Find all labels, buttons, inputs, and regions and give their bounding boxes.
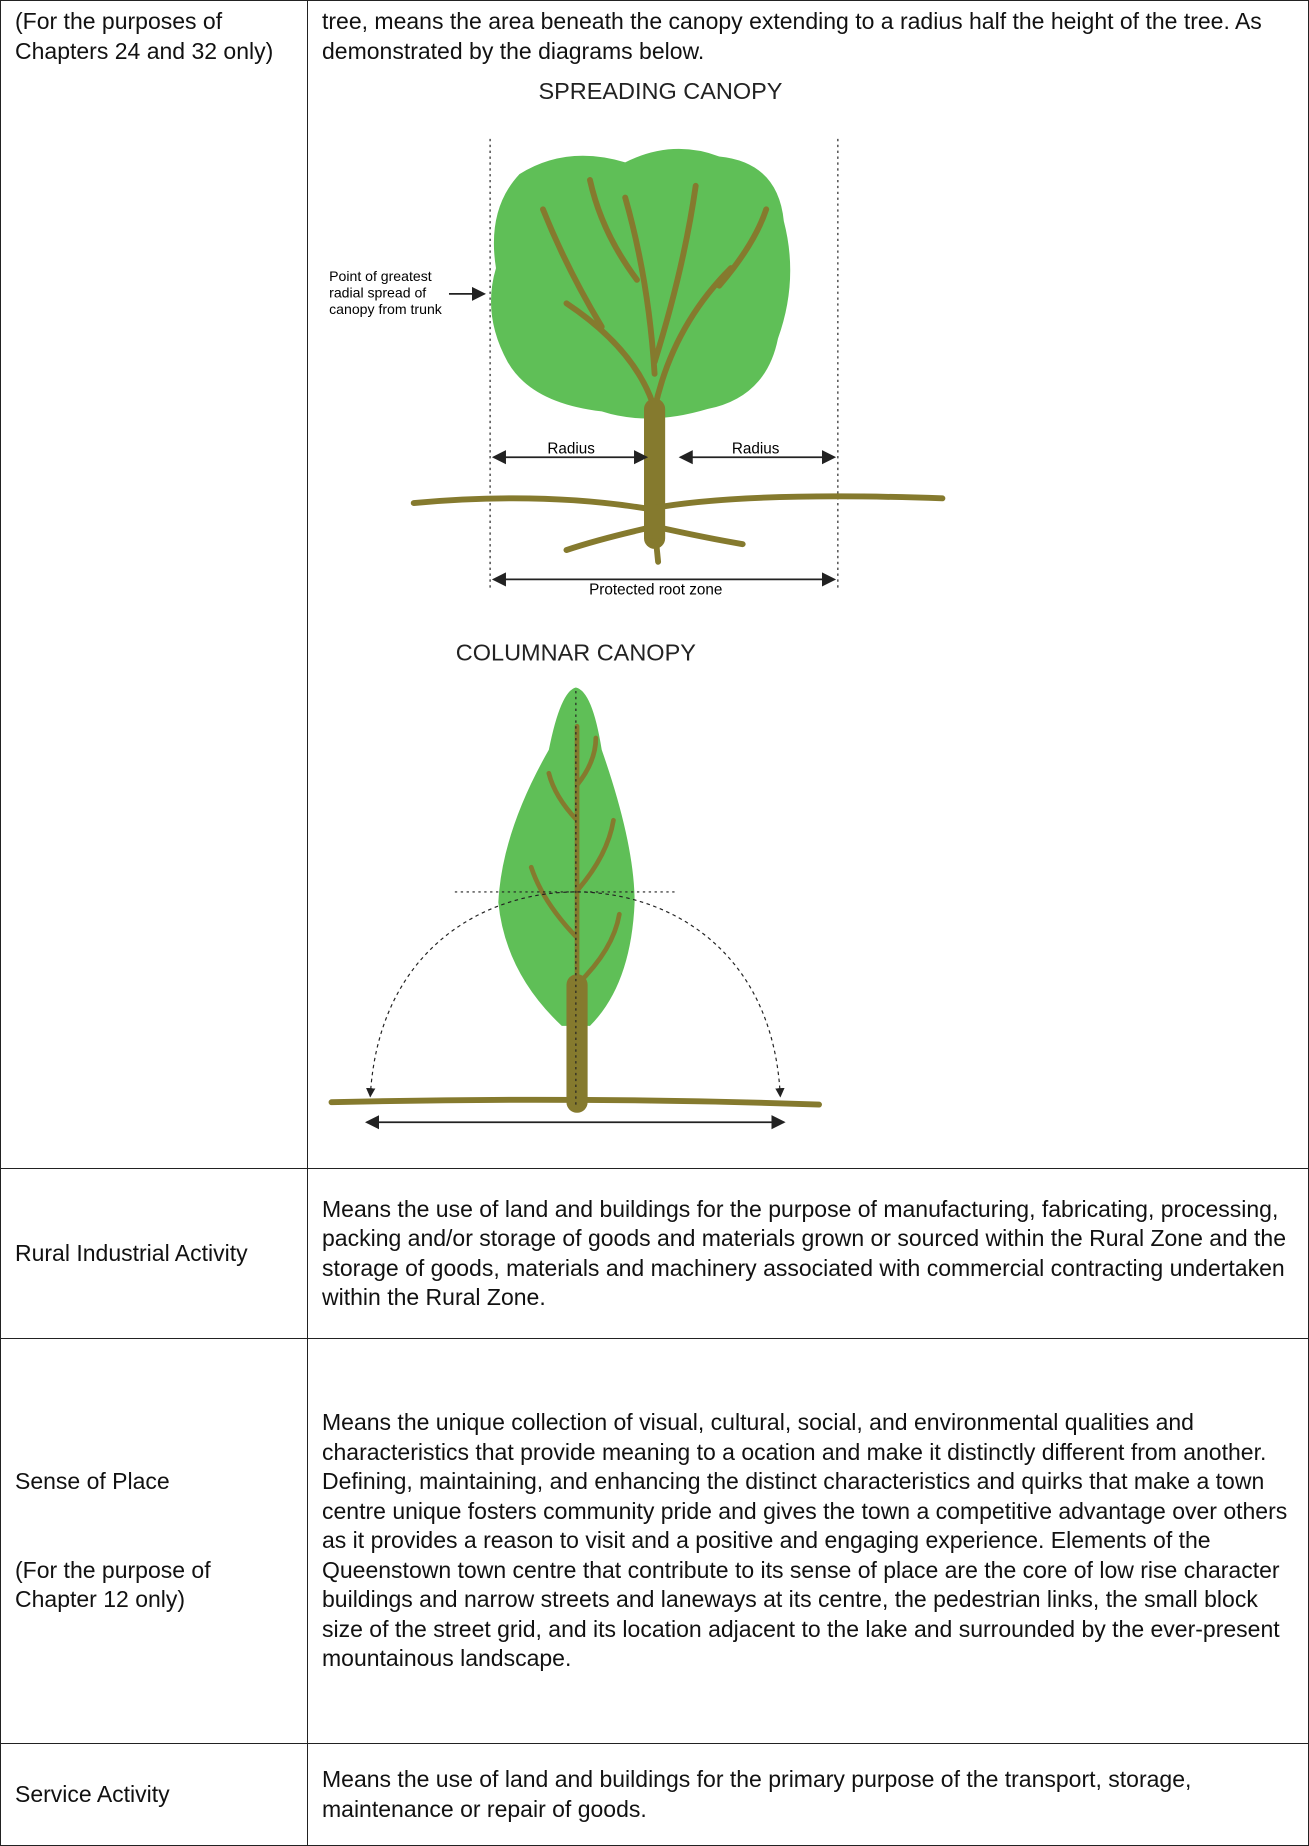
term-cell: (For the purposes of Chapters 24 and 32 … bbox=[0, 0, 308, 1169]
note: canopy from trunk bbox=[329, 301, 443, 317]
definition: Means the use of land and buildings for … bbox=[322, 1766, 1192, 1822]
definition-cell: Means the use of land and buildings for … bbox=[307, 1743, 1309, 1846]
label: Radius bbox=[547, 441, 595, 458]
note: Point of greatest bbox=[329, 268, 432, 284]
term: Rural Industrial Activity bbox=[15, 1239, 248, 1266]
term: Service Activity bbox=[15, 1780, 170, 1807]
label: Radius bbox=[732, 441, 780, 458]
row: Service Activity Means the use of land a… bbox=[0, 1743, 1309, 1846]
label: Protected root zone bbox=[589, 582, 722, 599]
definition-cell: Means the unique collection of visual, c… bbox=[307, 1338, 1309, 1744]
term-cell: Service Activity bbox=[0, 1743, 308, 1846]
diagram-title: SPREADING CANOPY bbox=[538, 78, 782, 104]
branches bbox=[410, 177, 946, 565]
row: Sense of Place (For the purpose of Chapte… bbox=[0, 1338, 1309, 1744]
row: (For the purposes of Chapters 24 and 32 … bbox=[0, 0, 1309, 1169]
diagram-title: COLUMNAR CANOPY bbox=[456, 639, 696, 665]
branches bbox=[328, 723, 822, 1113]
term-cell: Rural Industrial Activity bbox=[0, 1168, 308, 1339]
term-note: (For the purpose of Chapter 12 only) bbox=[15, 1556, 211, 1613]
term-cell: Sense of Place (For the purpose of Chapte… bbox=[0, 1338, 308, 1744]
definition: tree, means the area beneath the canopy … bbox=[322, 8, 1262, 64]
canopy-diagram: SPREADING CANOPY Radius Radius Protected… bbox=[328, 78, 946, 1130]
definition: Means the unique collection of visual, c… bbox=[322, 1409, 1288, 1672]
definition: Means the use of land and buildings for … bbox=[322, 1195, 1287, 1311]
definition-cell: tree, means the area beneath the canopy … bbox=[307, 0, 1309, 1169]
term: (For the purposes of Chapters 24 and 32 … bbox=[15, 8, 274, 64]
row: Rural Industrial Activity Means the use … bbox=[0, 1168, 1309, 1339]
definition-cell: Means the use of land and buildings for … bbox=[307, 1168, 1309, 1339]
term: Sense of Place bbox=[15, 1468, 170, 1495]
canopy bbox=[498, 687, 635, 1026]
note: radial spread of bbox=[329, 284, 426, 300]
canopy bbox=[490, 148, 791, 419]
